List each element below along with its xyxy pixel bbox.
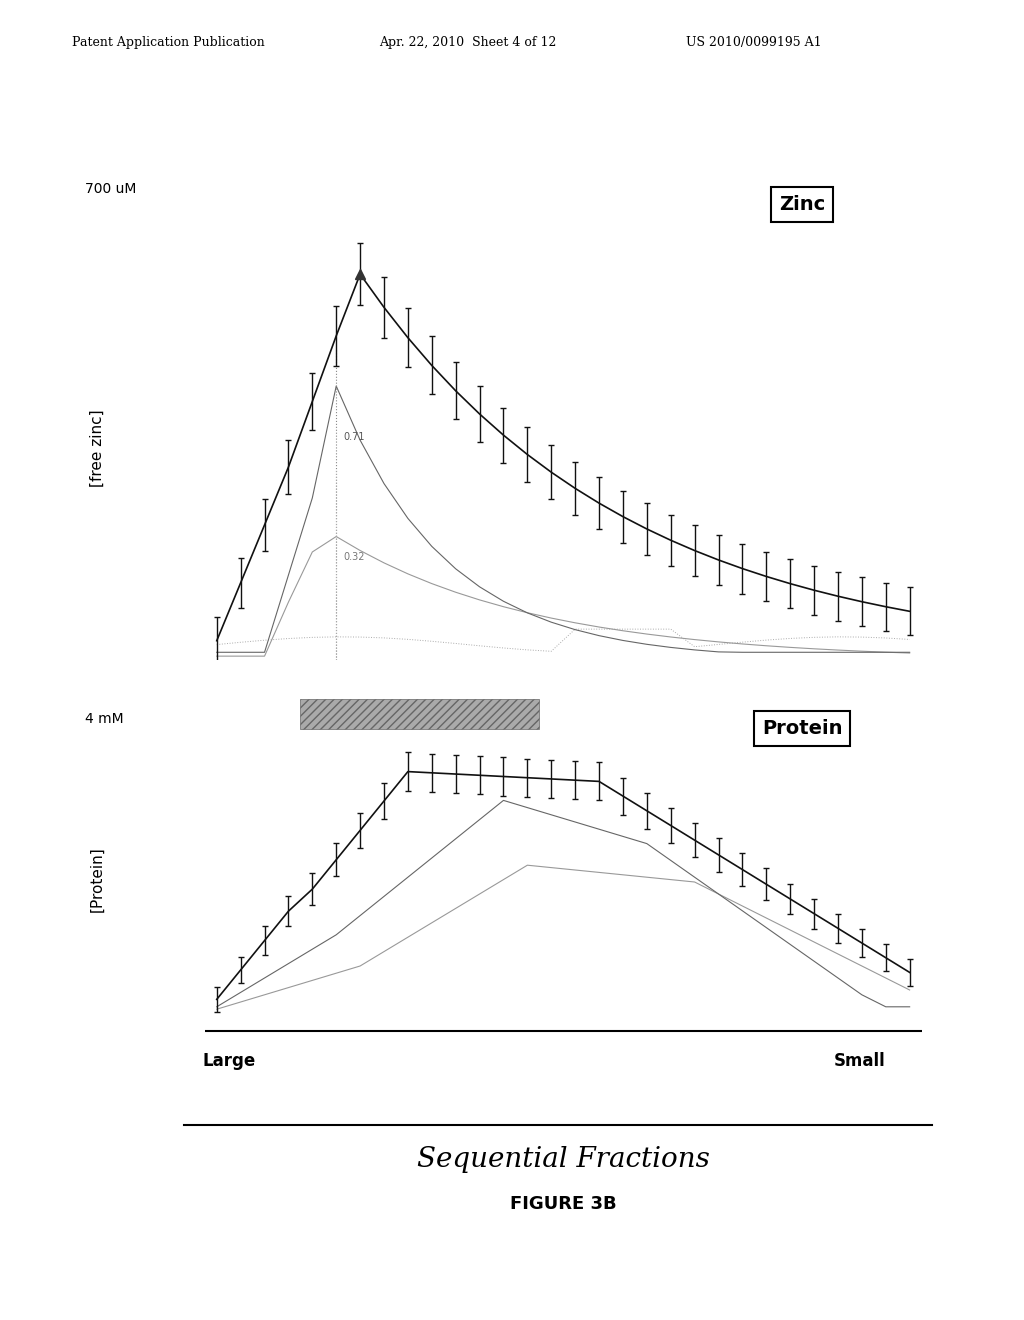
Text: Zinc: Zinc [779, 195, 825, 214]
Text: 0.32: 0.32 [343, 552, 365, 562]
Text: US 2010/0099195 A1: US 2010/0099195 A1 [686, 36, 821, 49]
Text: Apr. 22, 2010  Sheet 4 of 12: Apr. 22, 2010 Sheet 4 of 12 [379, 36, 556, 49]
Text: 700 uM: 700 uM [85, 182, 137, 197]
Text: Small: Small [834, 1052, 886, 1071]
Text: FIGURE 3B: FIGURE 3B [510, 1195, 616, 1213]
Text: [free zinc]: [free zinc] [90, 409, 104, 487]
Text: Protein: Protein [762, 719, 843, 738]
Text: [Protein]: [Protein] [90, 846, 104, 912]
Bar [300, 698, 540, 730]
Text: 0.71: 0.71 [343, 432, 365, 442]
Text: Sequential Fractions: Sequential Fractions [417, 1146, 710, 1172]
Text: Large: Large [202, 1052, 255, 1071]
Text: Patent Application Publication: Patent Application Publication [72, 36, 264, 49]
Text: 4 mM: 4 mM [85, 711, 124, 726]
